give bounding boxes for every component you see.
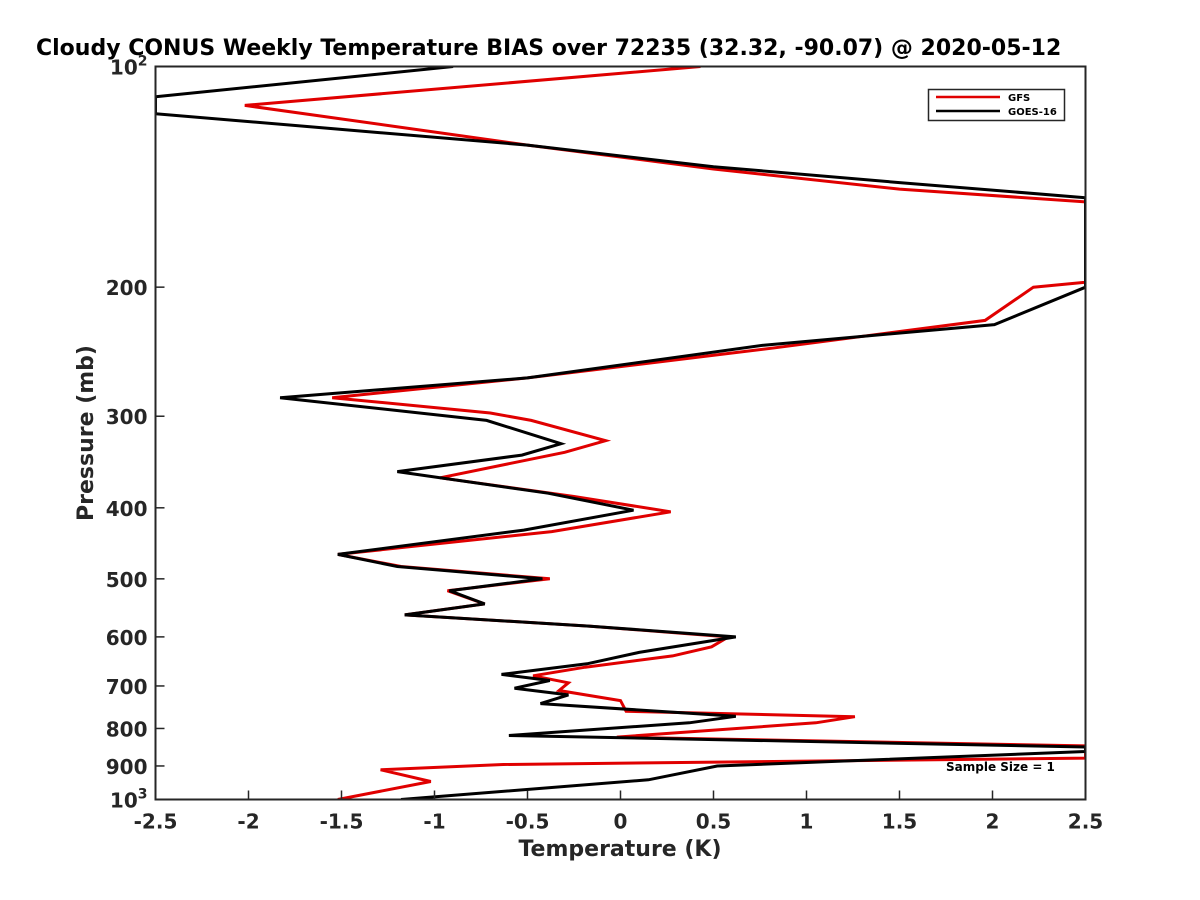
y-tick-label: 300 bbox=[106, 405, 148, 429]
x-tick-label: -1.5 bbox=[320, 810, 364, 834]
x-tick-label: -2.5 bbox=[134, 810, 178, 834]
series-layer bbox=[155, 66, 1086, 800]
legend-label-gfs: GFS bbox=[1008, 93, 1030, 104]
x-tick-label: -1 bbox=[423, 810, 445, 834]
y-axis-label: Pressure (mb) bbox=[74, 345, 99, 521]
x-tick-label: 2 bbox=[986, 810, 1000, 834]
x-axis-label: Temperature (K) bbox=[518, 837, 721, 862]
x-tick-label: 1 bbox=[800, 810, 814, 834]
y-tick-label: 800 bbox=[106, 717, 148, 741]
sample-size-annotation: Sample Size = 1 bbox=[946, 760, 1055, 774]
legend: GFS GOES-16 bbox=[927, 88, 1066, 122]
x-tick-label: -0.5 bbox=[506, 810, 550, 834]
series-line-gfs bbox=[244, 66, 1086, 800]
x-tick-label: 0.5 bbox=[696, 810, 731, 834]
y-tick-label: 600 bbox=[106, 626, 148, 650]
y-tick-label: 700 bbox=[106, 675, 148, 699]
x-tick-label: 2.5 bbox=[1068, 810, 1103, 834]
y-tick-label: 500 bbox=[106, 568, 148, 592]
y-tick-label: 102 bbox=[110, 54, 148, 80]
y-tick-label: 200 bbox=[106, 276, 148, 300]
y-tick-label: 103 bbox=[110, 787, 148, 813]
x-tick-label: 0 bbox=[614, 810, 628, 834]
chart-title: Cloudy CONUS Weekly Temperature BIAS ove… bbox=[36, 36, 1061, 61]
series-line-goes16 bbox=[155, 66, 1086, 800]
y-tick-label: 900 bbox=[106, 755, 148, 779]
legend-label-goes16: GOES-16 bbox=[1008, 107, 1057, 118]
x-tick-label: -2 bbox=[237, 810, 259, 834]
plot-frame bbox=[154, 65, 1087, 801]
x-tick-label: 1.5 bbox=[882, 810, 917, 834]
y-tick-label: 400 bbox=[106, 497, 148, 521]
legend-box bbox=[927, 88, 1066, 122]
tick-layer: -2.5 -2 -1.5 -1 -0.5 0 0.5 1 1.5 2 2.5 102 200 300 400… bbox=[106, 54, 1103, 834]
